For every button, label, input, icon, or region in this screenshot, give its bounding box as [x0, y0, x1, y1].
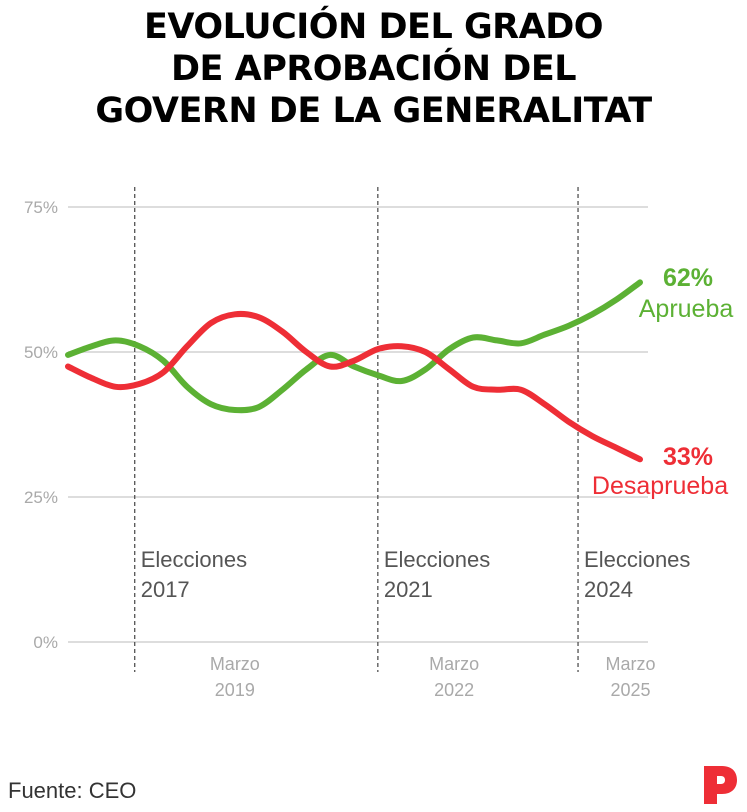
y-tick-label-25: 25% [24, 488, 58, 507]
event-label-0: Elecciones 2017 [141, 547, 247, 602]
series-line-aprueba [65, 279, 643, 414]
brand-p-logo [700, 764, 740, 811]
chart-title-line-1: EVOLUCIÓN DEL GRADO [143, 7, 604, 47]
x-tick-label-0: Marzo 2019 [210, 654, 260, 700]
y-tick-label-0: 0% [33, 633, 58, 652]
event-label-2: Elecciones 2024 [584, 547, 690, 602]
event-label-1: Elecciones 2021 [384, 547, 490, 602]
x-tick-label-1: Marzo 2022 [429, 654, 479, 700]
line-chart: 0% 25% 50% 75% Elecciones 2017 Elecciones 2021 E… [24, 187, 734, 700]
chart-title-line-3: GOVERN DE LA GENERALITAT [95, 91, 652, 131]
y-tick-label-50: 50% [24, 343, 58, 362]
source-note: Fuente: CEO [8, 778, 137, 803]
series-line-desaprueba [65, 310, 643, 463]
chart-title-line-2: DE APROBACIÓN DEL [170, 49, 577, 89]
chart-title: EVOLUCIÓN DEL GRADO DE APROBACIÓN DEL GO… [0, 6, 747, 132]
series-name-aprueba: Aprueba [639, 295, 734, 323]
x-tick-label-2: Marzo 2025 [605, 654, 655, 700]
series-end-value-aprueba: 62% [663, 264, 713, 292]
series-name-desaprueba: Desaprueba [592, 472, 728, 500]
y-tick-label-75: 75% [24, 198, 58, 217]
series-end-value-desaprueba: 33% [663, 443, 713, 471]
